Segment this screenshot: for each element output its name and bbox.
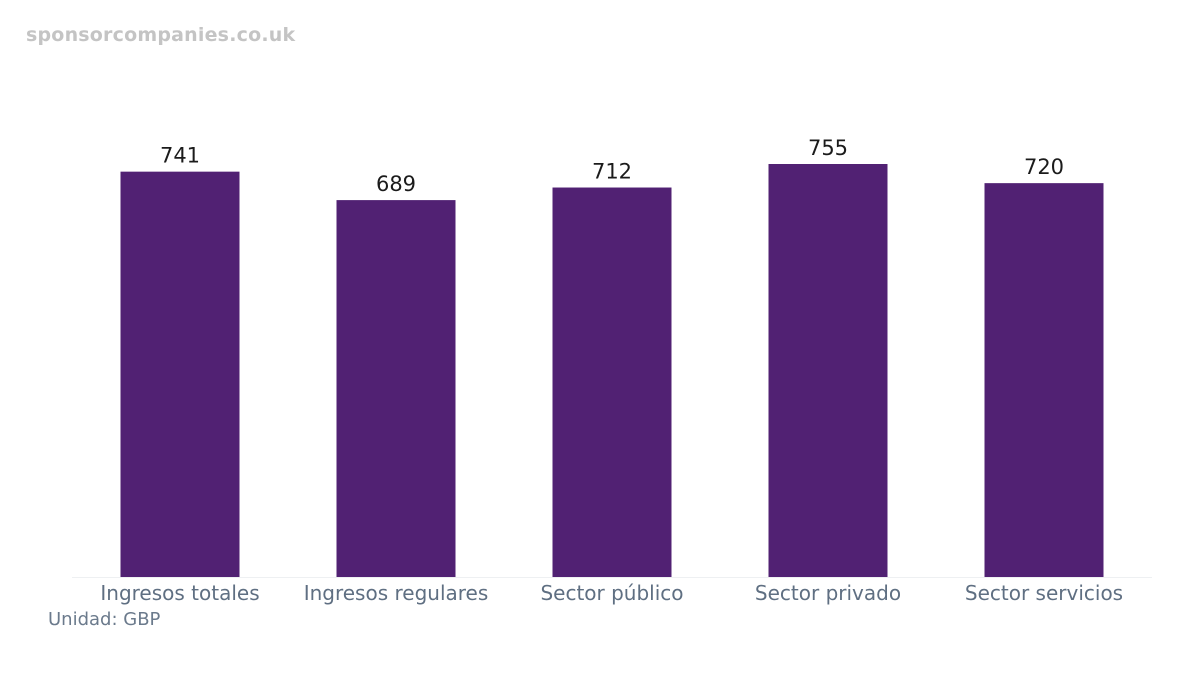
bar-3: [768, 164, 888, 577]
x-tick-label-group: Ingresos totales Ingresos regulares Sector…: [100, 581, 1123, 605]
bar-value-label-1: 689: [376, 172, 416, 196]
x-tick-label-4: Sector servicios: [965, 581, 1123, 605]
bar-0: [120, 171, 240, 578]
x-tick-label-2: Sector público: [540, 581, 683, 605]
bar-value-label-3: 755: [808, 136, 848, 160]
x-tick-label-1: Ingresos regulares: [304, 581, 489, 605]
value-label-group: 741 689 712 755 720: [160, 136, 1064, 196]
unit-label: Unidad: GBP: [48, 609, 161, 630]
bar-value-label-4: 720: [1024, 155, 1064, 179]
bar-4: [984, 183, 1104, 577]
bar-value-label-2: 712: [592, 160, 632, 184]
x-tick-label-0: Ingresos totales: [100, 581, 259, 605]
bar-1: [336, 200, 456, 577]
watermark-logo: sponsorcompanies.co.uk: [26, 24, 296, 46]
x-tick-label-3: Sector privado: [755, 581, 901, 605]
bar-2: [552, 187, 672, 577]
bar-value-label-0: 741: [160, 144, 200, 168]
bar-group: [120, 164, 1104, 578]
